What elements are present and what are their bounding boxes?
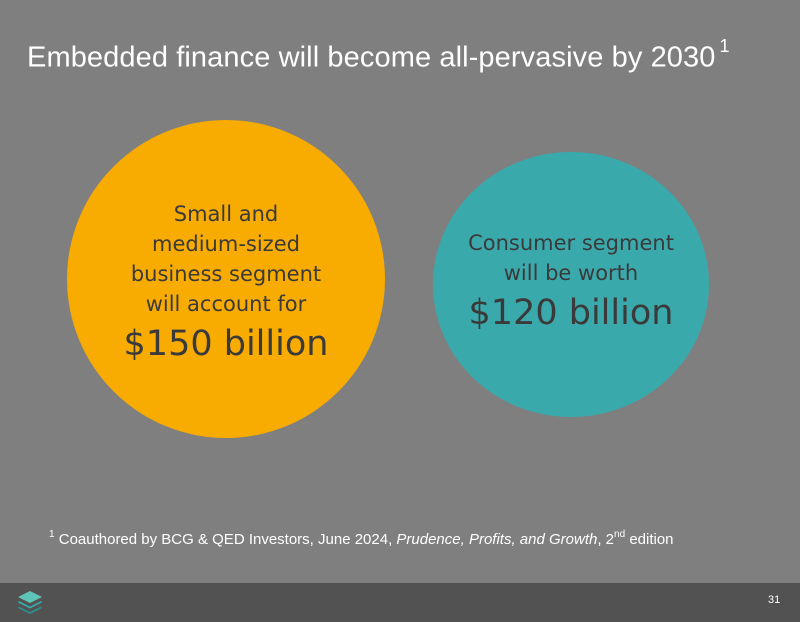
footer-bar xyxy=(0,583,800,622)
footnote-edition-sup: nd xyxy=(614,529,626,540)
smb-segment-circle: Small and medium-sized business segment … xyxy=(67,120,385,438)
footnote-marker: 1 xyxy=(49,529,55,540)
footnote-prefix: Coauthored by BCG & QED Investors, June … xyxy=(54,531,397,548)
smb-line-4: will account for xyxy=(145,292,307,316)
footnote-report-title: Prudence, Profits, and Growth xyxy=(396,531,598,548)
title-footnote-marker: 1 xyxy=(719,36,730,56)
slide-title-text: Embedded finance will become all-pervasi… xyxy=(27,41,716,74)
page-number: 31 xyxy=(768,594,781,606)
smb-line-3: business segment xyxy=(130,262,322,286)
smb-line-2: medium-sized xyxy=(152,232,300,256)
smb-segment-text: Small and medium-sized business segment … xyxy=(124,199,329,367)
stacked-layers-icon xyxy=(17,590,43,616)
smb-line-1: Small and xyxy=(173,202,279,226)
consumer-segment-circle: Consumer segment will be worth $120 bill… xyxy=(433,152,709,417)
slide-title: Embedded finance will become all-pervasi… xyxy=(27,36,730,75)
slide: Embedded finance will become all-pervasi… xyxy=(27,36,730,548)
consumer-line-1: Consumer segment xyxy=(468,230,674,255)
footnote: 1 Coauthored by BCG & QED Investors, Jun… xyxy=(49,529,674,548)
consumer-line-2: will be worth xyxy=(503,260,639,285)
footnote-suffix: edition xyxy=(625,531,674,548)
smb-amount: $150 billion xyxy=(123,324,329,364)
consumer-segment-text: Consumer segment will be worth $120 bill… xyxy=(468,228,674,336)
footnote-mid: , 2 xyxy=(597,531,615,548)
consumer-amount: $120 billion xyxy=(468,292,674,333)
